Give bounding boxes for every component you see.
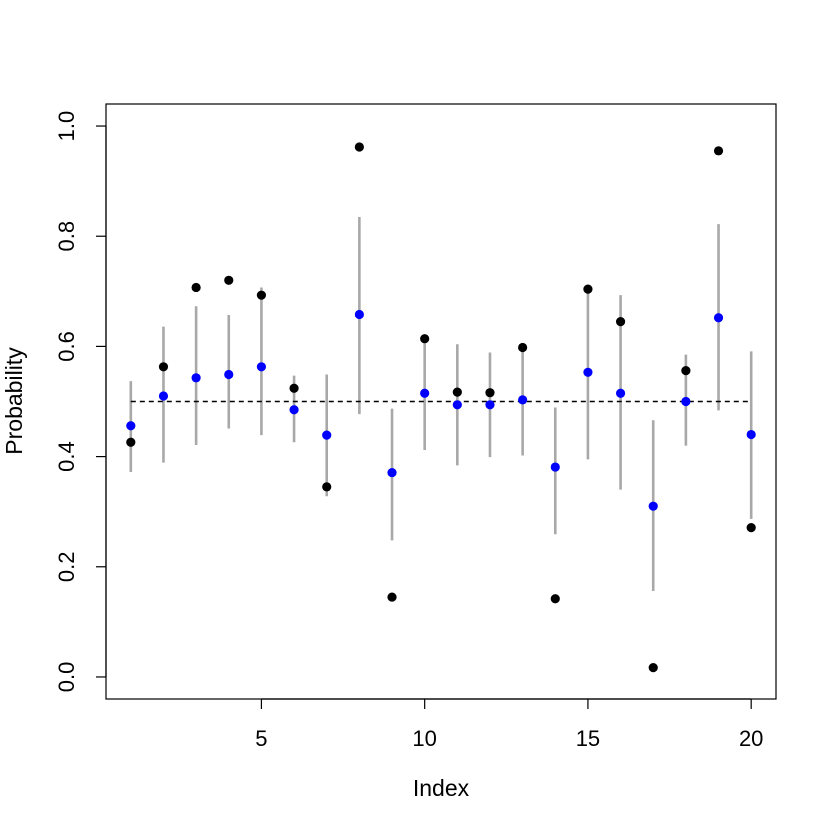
estimate-point <box>550 462 560 472</box>
estimate-point <box>322 430 332 440</box>
y-tick-label: 0.2 <box>54 551 79 582</box>
interval-bars <box>129 216 753 592</box>
observed-point <box>550 594 560 604</box>
observed-point <box>681 366 691 376</box>
estimate-point <box>354 309 364 320</box>
y-tick-label: 1.0 <box>54 111 79 142</box>
observed-point <box>224 275 234 285</box>
estimate-point <box>224 369 234 380</box>
observed-point <box>158 362 169 372</box>
observed-point <box>518 342 528 353</box>
observed-point <box>452 387 462 397</box>
estimate-point <box>289 405 299 415</box>
estimate-point <box>126 421 136 431</box>
observed-point <box>583 284 593 294</box>
x-tick-label: 20 <box>739 726 763 751</box>
y-tick-label: 0.8 <box>54 221 79 252</box>
observed-point <box>648 662 658 673</box>
observed-point <box>322 482 332 492</box>
y-axis-label: Probability <box>1 347 27 455</box>
observed-point <box>191 282 201 293</box>
observed-point <box>615 317 626 327</box>
x-axis-label: Index <box>413 775 470 801</box>
estimate-point <box>615 388 626 398</box>
x-axis: 5 10 15 20 <box>255 698 763 751</box>
estimate-point <box>452 400 462 410</box>
observed-points <box>126 142 756 673</box>
observed-point <box>126 437 136 447</box>
observed-point <box>713 146 724 156</box>
y-tick-label: 0.6 <box>54 331 79 362</box>
estimate-point <box>518 395 528 405</box>
observed-point <box>420 334 430 344</box>
observed-point <box>746 523 756 533</box>
estimate-point <box>681 396 691 407</box>
estimate-point <box>485 400 495 410</box>
estimate-point <box>583 367 593 377</box>
observed-point <box>485 388 495 398</box>
observed-point <box>289 383 299 393</box>
estimate-point <box>648 501 658 511</box>
x-tick-label: 10 <box>412 726 436 751</box>
estimate-point <box>387 467 397 478</box>
y-axis: 0.0 0.2 0.4 0.6 0.8 1.0 <box>54 111 107 693</box>
y-tick-label: 0.4 <box>54 441 79 472</box>
estimate-point <box>158 391 169 401</box>
estimate-point <box>746 429 756 440</box>
estimate-points <box>126 309 756 511</box>
estimate-point <box>420 388 430 398</box>
observed-point <box>256 290 267 300</box>
estimate-point <box>256 362 267 372</box>
x-tick-label: 5 <box>255 726 267 751</box>
observed-point <box>387 592 397 602</box>
observed-point <box>354 142 364 152</box>
estimate-point <box>191 373 201 383</box>
x-tick-label: 15 <box>576 726 600 751</box>
estimate-point <box>713 313 724 323</box>
y-tick-label: 0.0 <box>54 662 79 693</box>
